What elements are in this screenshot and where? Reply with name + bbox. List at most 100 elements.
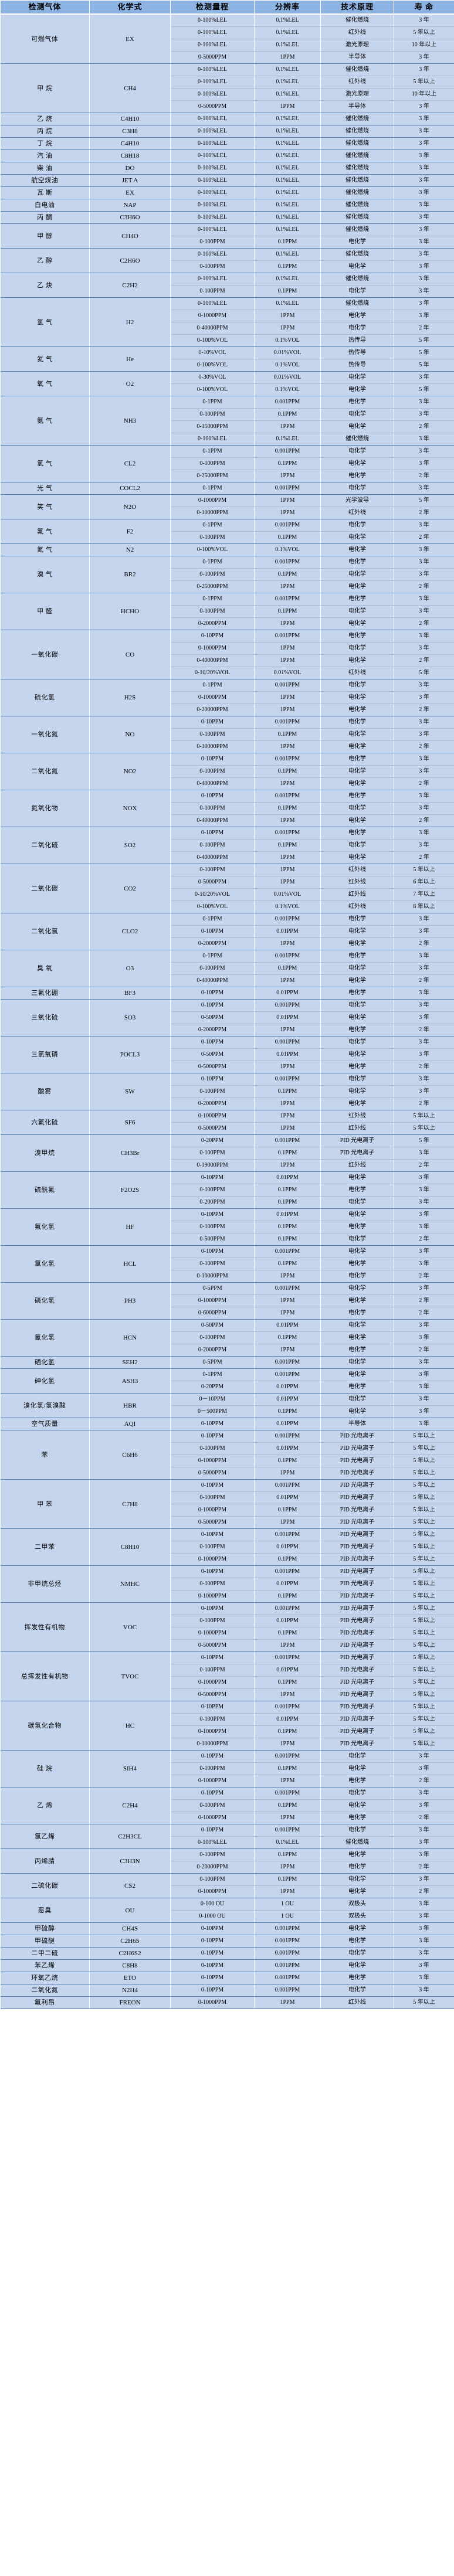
technology-cell: 电化学 — [320, 1381, 394, 1394]
lifetime-cell: 3 年 — [394, 285, 454, 298]
lifetime-cell: 3 年 — [394, 568, 454, 581]
lifetime-cell: 3 年 — [394, 199, 454, 212]
lifetime-cell: 2 年 — [394, 322, 454, 335]
technology-cell: 电化学 — [320, 1048, 394, 1061]
detection-range-cell: 0-5000PPM — [170, 51, 255, 64]
technology-cell: 电化学 — [320, 1221, 394, 1233]
resolution-cell: 1PPM — [254, 642, 321, 655]
detection-range-cell: 0-10PPM — [170, 1528, 255, 1541]
resolution-cell: 0.1PPM — [254, 802, 321, 815]
resolution-cell: 0.1%LEL — [254, 125, 321, 138]
column-header-technology: 技术原理 — [320, 0, 394, 15]
resolution-cell: 1PPM — [254, 1516, 321, 1529]
gas-name-cell: 三氯氧磷 — [0, 1036, 90, 1073]
lifetime-cell: 3 年 — [394, 113, 454, 125]
technology-cell: PID 光电离子 — [320, 1578, 394, 1591]
gas-name-cell: 硒化氢 — [0, 1356, 90, 1369]
lifetime-cell: 5 年以上 — [394, 1467, 454, 1480]
detection-range-cell: 0-10PPM — [170, 1208, 255, 1221]
table-row: 0-1000PPM 1PPM 电化学 2 年 — [1, 1812, 454, 1824]
table-row: 0-100PPM 0.1PPM 电化学 3 年 — [1, 962, 454, 975]
technology-cell: 催化燃烧 — [320, 63, 394, 76]
resolution-cell: 0.1PPM — [254, 1221, 321, 1233]
technology-cell: 电化学 — [320, 617, 394, 630]
chemical-formula-cell: CS2 — [89, 1873, 171, 1898]
table-row: 砷化氢 ASH3 0-1PPM 0.001PPM 电化学 3 年 — [0, 1368, 454, 1394]
technology-cell: PID 光电离子 — [320, 1541, 394, 1554]
resolution-cell: 0.001PPM — [254, 1787, 321, 1800]
lifetime-cell: 3 年 — [394, 593, 454, 606]
gas-name-cell: 氟化氢 — [0, 1208, 90, 1246]
table-row: 氯化氢 HCL 0-10PPM 0.001PPM 电化学 3 年 — [0, 1245, 454, 1283]
detection-range-cell: 0-100PPM — [170, 1491, 255, 1504]
table-row: 0-5000PPM 1PPM 红外线 6 年以上 — [1, 876, 454, 889]
gas-name-cell: 氯乙烯 — [0, 1824, 90, 1849]
lifetime-cell: 3 年 — [394, 999, 454, 1012]
table-row: 汽 油 C8H18 0-100%LEL 0.1%LEL 催化燃烧 3 年 — [0, 149, 454, 162]
resolution-cell: 0.001PPM — [254, 1245, 321, 1258]
technology-cell: 电化学 — [320, 630, 394, 643]
lifetime-cell: 3 年 — [394, 1848, 454, 1861]
technology-cell: 催化燃烧 — [320, 211, 394, 224]
chemical-formula-cell: C2H6S — [89, 1935, 171, 1948]
lifetime-cell: 5 年以上 — [394, 1738, 454, 1751]
table-row: 二氧化硫 SO2 0-10PPM 0.001PPM 电化学 3 年 — [0, 827, 454, 864]
gas-name-cell: 酸雾 — [0, 1073, 90, 1110]
table-row: 0-200PPM 0.1PPM 电化学 3 年 — [1, 1196, 454, 1209]
resolution-cell: 0.001PPM — [254, 1959, 321, 1972]
resolution-cell: 0.01PPM — [254, 1541, 321, 1554]
table-row: 0-500PPM 0.1PPM 电化学 2 年 — [1, 1233, 454, 1246]
technology-cell: 电化学 — [320, 1196, 394, 1209]
gas-name-cell: 二氧化硫 — [0, 827, 90, 864]
technology-cell: 电化学 — [320, 1036, 394, 1049]
detection-range-cell: 0-100PPM — [170, 531, 255, 544]
detection-range-cell: 0-10PPM — [170, 1750, 255, 1763]
lifetime-cell: 3 年 — [394, 679, 454, 692]
lifetime-cell: 3 年 — [394, 556, 454, 569]
resolution-cell: 0.01PPM — [254, 1319, 321, 1332]
lifetime-cell: 3 年 — [394, 1947, 454, 1960]
resolution-cell: 0.1%LEL — [254, 162, 321, 175]
detection-range-cell: 0-100%LEL — [170, 63, 255, 76]
resolution-cell: 0.1%LEL — [254, 26, 321, 39]
resolution-cell: 1PPM — [254, 1344, 321, 1357]
chemical-formula-cell: ETO — [89, 1972, 171, 1984]
gas-name-cell: 二氧化氮 — [0, 753, 90, 790]
chemical-formula-cell: CH4S — [89, 1922, 171, 1935]
detection-range-cell: 0-20000PPM — [170, 1861, 255, 1874]
detection-range-cell: 0-10PPM — [170, 1602, 255, 1615]
table-row: 0-100PPM 0.01PPM PID 光电离子 5 年以上 — [1, 1442, 454, 1455]
technology-cell: 电化学 — [320, 1799, 394, 1812]
chemical-formula-cell: HC — [89, 1701, 171, 1751]
resolution-cell: 1PPM — [254, 851, 321, 864]
chemical-formula-cell: COCL2 — [89, 482, 171, 495]
detection-range-cell: 0-100%LEL — [170, 137, 255, 150]
technology-cell: 电化学 — [320, 445, 394, 458]
lifetime-cell: 3 年 — [394, 51, 454, 64]
technology-cell: 电化学 — [320, 1984, 394, 1997]
lifetime-cell: 5 年以上 — [394, 1651, 454, 1664]
table-row: 0－500PPM 0.1PPM 电化学 3 年 — [1, 1405, 454, 1418]
table-row: 三氟化硼 BF3 0-10PPM 0.01PPM 电化学 3 年 — [0, 987, 454, 1000]
resolution-cell: 0.01%VOL — [254, 346, 321, 359]
technology-cell: PID 光电离子 — [320, 1664, 394, 1677]
technology-cell: 电化学 — [320, 1011, 394, 1024]
technology-cell: PID 光电离子 — [320, 1725, 394, 1738]
resolution-cell: 0.1%LEL — [254, 137, 321, 150]
detection-range-cell: 0-5PPM — [170, 1356, 255, 1369]
gas-name-cell: 苯 — [0, 1430, 90, 1480]
resolution-cell: 0.001PPM — [254, 519, 321, 532]
chemical-formula-cell: H2S — [89, 679, 171, 716]
detection-range-cell: 0-100PPM — [170, 457, 255, 470]
table-row: 0-1000PPM 1PPM 电化学 3 年 — [1, 691, 454, 704]
chemical-formula-cell: O3 — [89, 950, 171, 987]
lifetime-cell: 3 年 — [394, 211, 454, 224]
resolution-cell: 1PPM — [254, 1294, 321, 1307]
detection-range-cell: 0-1000PPM — [170, 1627, 255, 1640]
detection-range-cell: 0-100PPM — [170, 408, 255, 421]
technology-cell: 电化学 — [320, 827, 394, 840]
technology-cell: 电化学 — [320, 593, 394, 606]
technology-cell: 电化学 — [320, 1762, 394, 1775]
detection-range-cell: 0-1PPM — [170, 482, 255, 495]
technology-cell: 电化学 — [320, 1405, 394, 1418]
